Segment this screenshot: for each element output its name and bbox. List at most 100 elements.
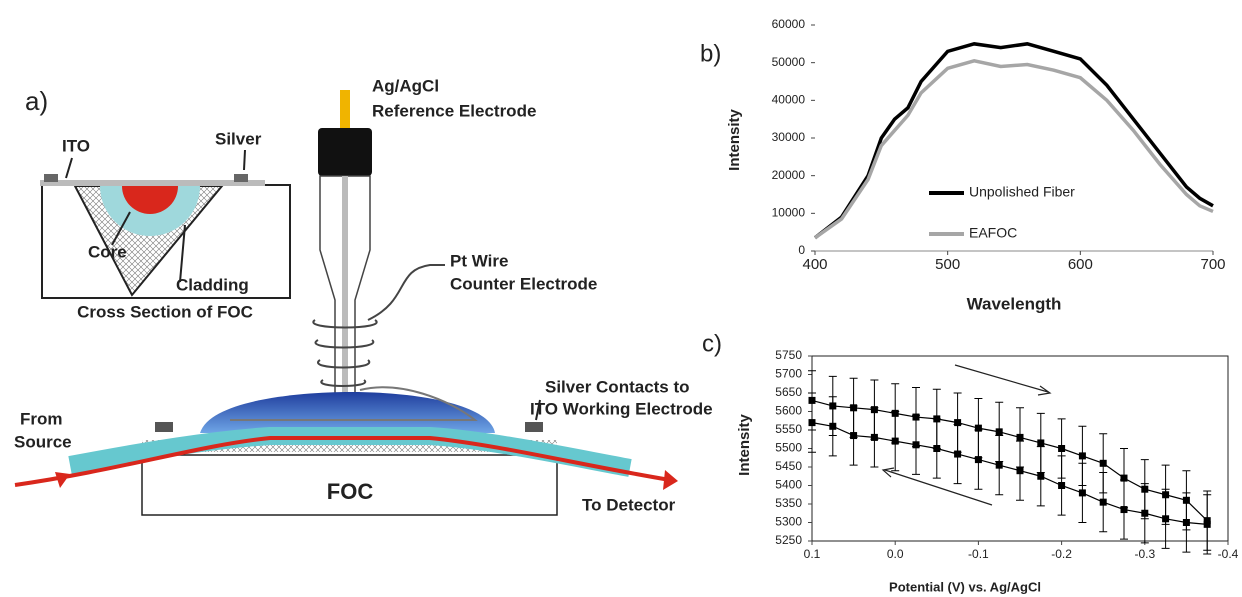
marker [954, 419, 962, 427]
x-tick-label: 400 [802, 256, 827, 273]
x-axis-title: Wavelength [967, 294, 1062, 313]
y-tick-label: 5550 [775, 422, 802, 436]
core-shape [122, 186, 178, 214]
label: Core [88, 242, 127, 261]
diagram: a) ITO Silver Core Cladding Cross Sectio… [14, 76, 713, 516]
label: From [20, 409, 63, 428]
x-tick-label: 500 [935, 256, 960, 273]
marker [1120, 474, 1128, 482]
marker [1162, 515, 1170, 523]
marker [912, 441, 920, 449]
y-tick-label: 60000 [772, 17, 806, 31]
marker [933, 445, 941, 452]
x-tick-label: 0.0 [887, 547, 904, 561]
sweep-arrow [954, 364, 1052, 396]
panel-label: b) [700, 40, 721, 67]
series-line [813, 58, 1214, 240]
marker [995, 461, 1003, 469]
y-tick-label: 5450 [775, 459, 802, 473]
marker [1058, 482, 1066, 489]
marker [974, 456, 982, 464]
label: Silver Contacts to [545, 377, 690, 396]
silver-contact [155, 422, 173, 432]
pointer [535, 399, 541, 421]
pointer [111, 211, 186, 283]
label: Cladding [176, 275, 249, 294]
label: Reference Electrode [372, 101, 536, 120]
y-tick-label: 30000 [772, 130, 806, 144]
y-tick-label: 5250 [775, 533, 802, 547]
x-tick-label: -0.3 [1134, 547, 1155, 561]
label: Source [14, 432, 72, 451]
x-axis-title: Potential (V) vs. Ag/AgCl [889, 579, 1041, 594]
x-tick-label: 600 [1068, 256, 1093, 273]
marker [1078, 452, 1086, 460]
droplet [200, 392, 495, 433]
legend-label: EAFOC [969, 225, 1017, 241]
marker [995, 428, 1003, 436]
marker [1099, 498, 1107, 506]
y-axis-title: Intensity [726, 109, 743, 171]
marker [954, 450, 962, 458]
x-tick-label: -0.2 [1051, 547, 1072, 561]
series-line [813, 42, 1214, 240]
y-tick-label: 0 [798, 243, 805, 257]
marker [1037, 472, 1045, 480]
x-tick-label: -0.1 [968, 547, 989, 561]
label: To Detector [582, 495, 676, 514]
silver-contact [525, 422, 543, 432]
marker [1203, 520, 1211, 528]
y-tick-label: 5350 [775, 496, 802, 510]
marker [1016, 467, 1024, 475]
series-line [811, 399, 1208, 522]
marker [1182, 519, 1190, 526]
x-tick-label: 0.1 [804, 547, 821, 561]
x-tick-label: 700 [1200, 256, 1225, 273]
marker [1037, 439, 1045, 447]
marker [870, 433, 878, 441]
marker [1078, 489, 1086, 497]
y-tick-label: 40000 [772, 93, 806, 107]
light-path [14, 436, 671, 487]
wire [340, 90, 350, 130]
label: Counter Electrode [450, 274, 597, 293]
pt-wire [367, 264, 445, 321]
x-tick-label: -0.4 [1218, 547, 1239, 561]
panel-label: a) [25, 86, 48, 116]
marker [1016, 433, 1024, 441]
y-tick-label: 5650 [775, 385, 802, 399]
y-tick-label: 5700 [775, 367, 802, 381]
y-tick-label: 20000 [772, 168, 806, 182]
y-axis-title: Intensity [736, 414, 753, 476]
silver-pad [234, 174, 248, 182]
label: Pt Wire [450, 251, 508, 270]
y-tick-label: 5400 [775, 478, 802, 492]
pointer [65, 149, 246, 179]
marker [829, 422, 837, 430]
marker [891, 437, 899, 445]
y-tick-label: 5500 [775, 441, 802, 455]
ito-layer [40, 180, 265, 186]
panel-label: c) [702, 330, 722, 357]
silver-pad [44, 174, 58, 182]
label: Silver [215, 129, 262, 148]
marker [808, 419, 816, 427]
y-tick-label: 5750 [775, 348, 802, 362]
coil [312, 319, 378, 387]
foc-box [141, 454, 558, 516]
y-tick-label: 10000 [772, 206, 806, 220]
y-tick-label: 50000 [772, 55, 806, 69]
label: Ag/AgCl [372, 76, 439, 95]
marker [1099, 459, 1107, 467]
label: ITO [62, 136, 90, 155]
y-tick-label: 5600 [775, 404, 802, 418]
marker [1141, 509, 1149, 517]
label: ITO Working Electrode [530, 399, 713, 418]
y-tick-label: 5300 [775, 515, 802, 529]
label: FOC [327, 479, 374, 504]
marker [974, 424, 982, 432]
electrode-cap [318, 128, 372, 176]
pt-wire [230, 386, 478, 421]
marker [850, 432, 858, 440]
